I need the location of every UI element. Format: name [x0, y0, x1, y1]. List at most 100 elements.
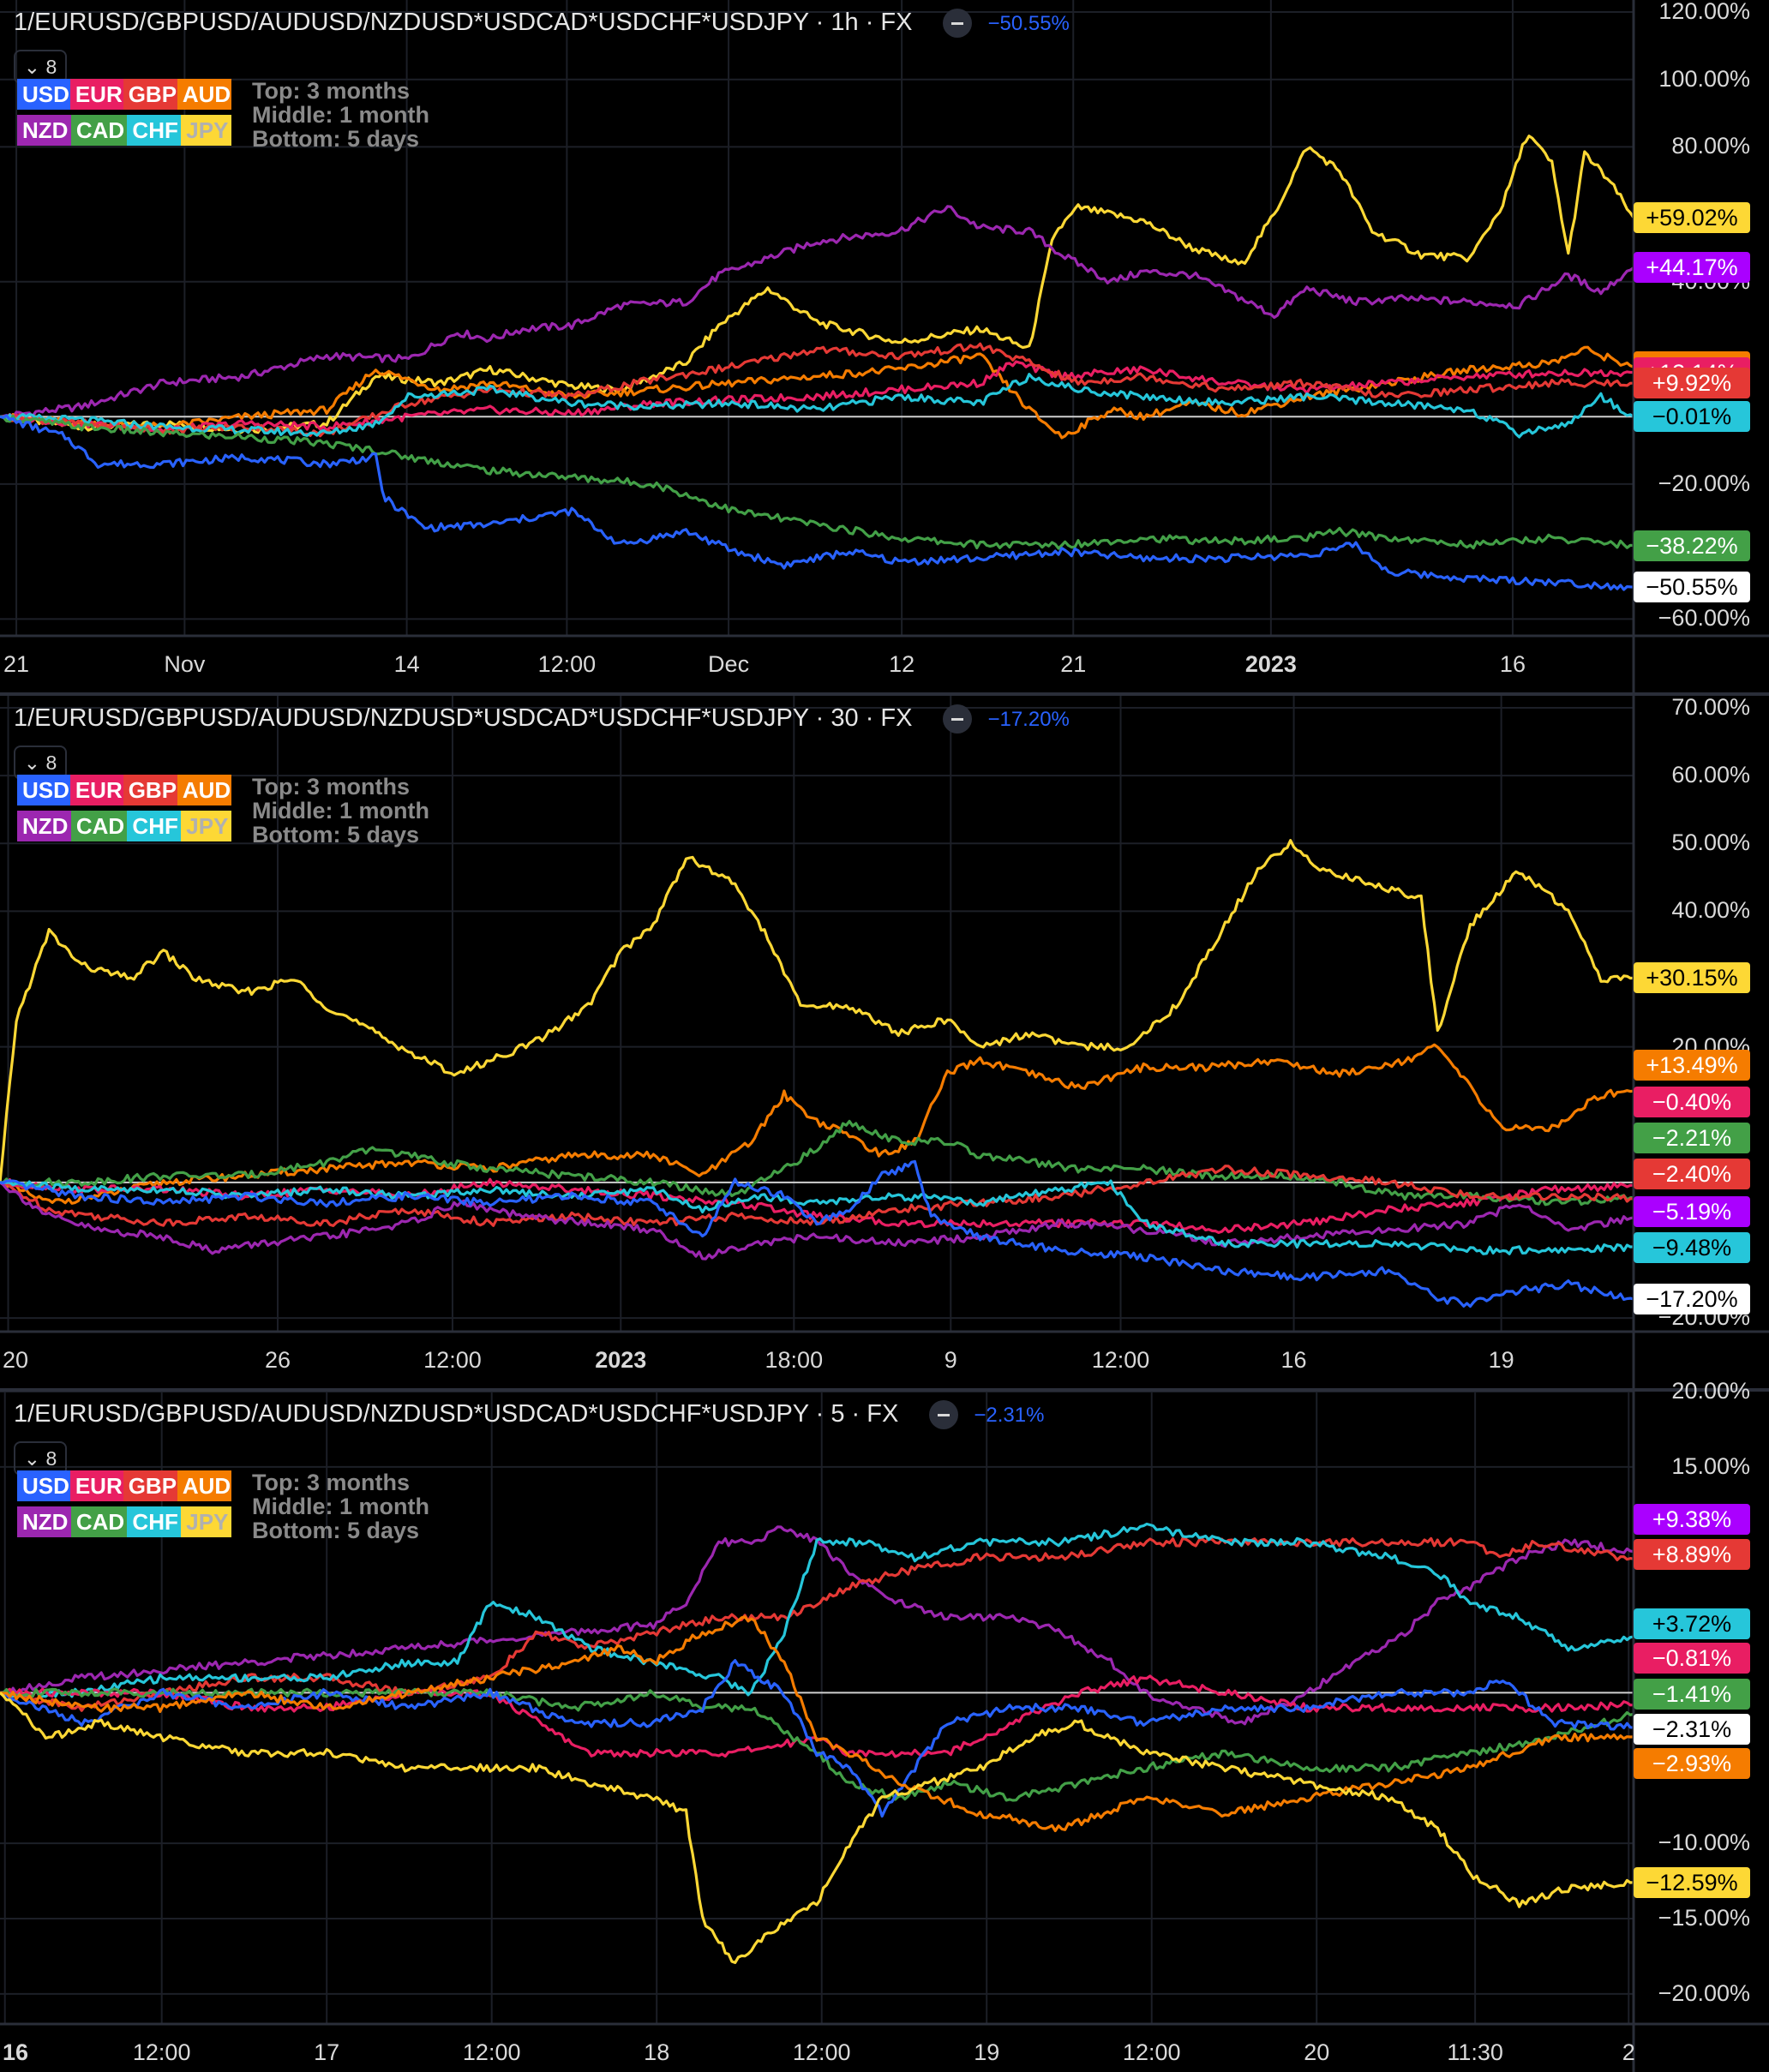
timeframe-note: Top: 3 months Middle: 1 month Bottom: 5 da…	[252, 1470, 429, 1542]
y-tick-label: 20.00%	[1671, 1378, 1750, 1404]
legend-chip-gbp[interactable]: GBP	[123, 1470, 177, 1501]
y-tick-label: 70.00%	[1671, 694, 1750, 720]
last-value-badge: −5.19%	[1634, 1195, 1750, 1227]
legend-chip-chf[interactable]: CHF	[127, 1506, 182, 1537]
legend-chip-cad[interactable]: CAD	[70, 1506, 128, 1537]
legend-row: NZD CAD CHF JPY	[17, 115, 231, 146]
series-line-chf	[0, 373, 1634, 439]
panel-divider[interactable]	[0, 1388, 1769, 1392]
x-tick-label: 12:00	[132, 2039, 191, 2065]
chart-canvas[interactable]	[0, 696, 1769, 1388]
legend-chip-usd[interactable]: USD	[17, 775, 70, 805]
chart-title: 1/EURUSD/GBPUSD/AUDUSD/NZDUSD*USDCAD*USD…	[14, 1400, 1045, 1430]
currency-legend: USD EUR GBP AUD NZD CAD CHF JPY	[17, 79, 231, 151]
symbol-label[interactable]: 1/EURUSD/GBPUSD/AUDUSD/NZDUSD*USDCAD*USD…	[14, 9, 913, 36]
change-percent: −2.31%	[974, 1404, 1045, 1427]
x-tick-label: 18:00	[765, 1347, 824, 1373]
legend-chip-eur[interactable]: EUR	[69, 1470, 123, 1501]
legend-chip-aud[interactable]: AUD	[177, 1470, 231, 1501]
y-tick-label: 60.00%	[1671, 762, 1750, 788]
legend-chip-cad[interactable]: CAD	[70, 115, 128, 146]
x-tick-label: 12:00	[537, 651, 597, 677]
legend-chip-usd[interactable]: USD	[17, 1470, 70, 1501]
legend-chip-nzd[interactable]: NZD	[17, 115, 71, 146]
chart-canvas[interactable]	[0, 0, 1769, 692]
legend-chip-chf[interactable]: CHF	[127, 811, 182, 841]
x-tick-label: 9	[944, 1347, 957, 1373]
last-value-badge: +9.92%	[1634, 368, 1750, 399]
last-value-badge: −0.81%	[1634, 1643, 1750, 1674]
last-value-badge: −2.31%	[1634, 1713, 1750, 1745]
panel-divider[interactable]	[0, 692, 1769, 696]
legend-chip-aud[interactable]: AUD	[177, 79, 231, 110]
grid	[0, 696, 1634, 1332]
last-value-badge: +9.38%	[1634, 1504, 1750, 1536]
y-tick-label: −20.00%	[1658, 1979, 1750, 2006]
x-tick-label: Dec	[708, 651, 750, 677]
timeframe-note-line: Bottom: 5 days	[252, 126, 420, 152]
last-value-badge: −0.40%	[1634, 1086, 1750, 1117]
y-tick-label: 40.00%	[1671, 897, 1750, 924]
x-tick-label: 16	[1499, 651, 1526, 677]
legend-chip-aud[interactable]: AUD	[177, 775, 231, 805]
legend-chip-cad[interactable]: CAD	[70, 811, 128, 841]
indicators-collapse-button[interactable]: ⌄ 8	[14, 1441, 67, 1476]
symbol-label[interactable]: 1/EURUSD/GBPUSD/AUDUSD/NZDUSD*USDCAD*USD…	[14, 1400, 899, 1428]
series-line-jpy	[0, 135, 1635, 434]
last-value-badge: +3.72%	[1634, 1608, 1750, 1639]
series-line-aud	[0, 1043, 1634, 1205]
legend-row: NZD CAD CHF JPY	[17, 1506, 231, 1537]
timeframe-note-line: Middle: 1 month	[252, 798, 429, 823]
last-value-badge: +30.15%	[1634, 962, 1750, 994]
legend-chip-jpy[interactable]: JPY	[181, 1506, 231, 1537]
x-tick-label: 12:00	[1122, 2039, 1181, 2065]
x-tick-label: 21	[3, 651, 30, 677]
y-tick-label: −10.00%	[1658, 1829, 1750, 1856]
legend-chip-gbp[interactable]: GBP	[123, 79, 177, 110]
x-tick-label: 19	[1488, 1347, 1514, 1373]
legend-chip-eur[interactable]: EUR	[69, 775, 123, 805]
currency-legend: USD EUR GBP AUD NZD CAD CHF JPY	[17, 775, 231, 847]
x-tick-label: 2023	[1244, 651, 1297, 677]
hide-icon[interactable]	[943, 9, 973, 39]
symbol-label[interactable]: 1/EURUSD/GBPUSD/AUDUSD/NZDUSD*USDCAD*USD…	[14, 704, 913, 732]
legend-chip-jpy[interactable]: JPY	[181, 115, 231, 146]
timeframe-note-line: Middle: 1 month	[252, 1494, 429, 1519]
x-tick-label: 20	[1304, 2039, 1330, 2065]
legend-chip-gbp[interactable]: GBP	[123, 775, 177, 805]
series-line-gbp	[0, 1536, 1634, 1712]
last-value-badge: −1.41%	[1634, 1679, 1750, 1710]
x-tick-label: 12:00	[792, 2039, 851, 2065]
hide-icon[interactable]	[929, 1400, 959, 1430]
currency-legend: USD EUR GBP AUD NZD CAD CHF JPY	[17, 1470, 231, 1542]
change-percent: −50.55%	[987, 12, 1070, 35]
y-tick-label: 100.00%	[1658, 65, 1750, 92]
legend-chip-jpy[interactable]: JPY	[181, 811, 231, 841]
legend-chip-nzd[interactable]: NZD	[17, 1506, 71, 1537]
series-line-cad	[0, 414, 1634, 550]
last-value-badge: +59.02%	[1634, 201, 1750, 233]
series-line-usd	[0, 1659, 1634, 1818]
chevron-down-icon: ⌄	[23, 56, 46, 78]
legend-chip-eur[interactable]: EUR	[69, 79, 123, 110]
legend-chip-nzd[interactable]: NZD	[17, 811, 71, 841]
last-value-badge: −50.55%	[1634, 572, 1750, 603]
last-value-badge: −38.22%	[1634, 530, 1750, 561]
series-line-usd	[0, 414, 1634, 591]
last-value-badge: −2.40%	[1634, 1159, 1750, 1190]
series-line-jpy	[0, 1692, 1634, 1964]
chart-canvas[interactable]	[0, 1392, 1769, 2072]
hide-icon[interactable]	[943, 704, 973, 734]
x-tick-label: 12:00	[462, 2039, 521, 2065]
series-line-usd	[0, 1159, 1634, 1308]
series-line-eur	[0, 360, 1634, 434]
legend-chip-chf[interactable]: CHF	[127, 115, 182, 146]
series-line-aud	[0, 345, 1634, 440]
timeframe-note-line: Bottom: 5 days	[252, 822, 420, 847]
last-value-badge: +8.89%	[1634, 1538, 1750, 1570]
y-tick-label: −15.00%	[1658, 1905, 1750, 1931]
legend-chip-usd[interactable]: USD	[17, 79, 70, 110]
x-tick-label: 20	[2, 1347, 29, 1373]
timeframe-note-line: Top: 3 months	[252, 774, 410, 799]
timeframe-note-line: Middle: 1 month	[252, 102, 429, 128]
